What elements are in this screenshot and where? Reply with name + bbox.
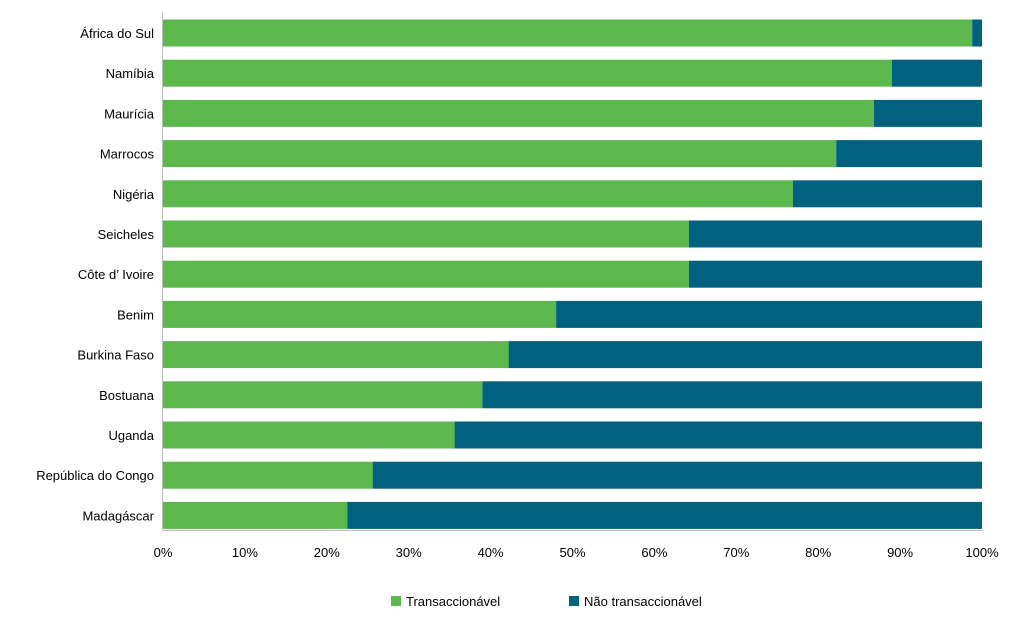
bar-segment-nao-transaccionavel bbox=[482, 381, 982, 409]
category-label: África do Sul bbox=[80, 26, 154, 41]
category-label: Marrocos bbox=[100, 147, 155, 162]
bar-segment-nao-transaccionavel bbox=[792, 180, 982, 208]
category-label: Benim bbox=[117, 307, 154, 322]
x-axis-ticks: 0% 10% 20% 30% 40% 50% 60% 70% 80% 90% 100% bbox=[154, 545, 999, 560]
category-label: República do Congo bbox=[36, 468, 154, 483]
x-tick-label: 70% bbox=[723, 545, 749, 560]
legend-swatch bbox=[569, 596, 579, 606]
bar-segment-transaccionavel bbox=[163, 19, 973, 47]
bar-segment-transaccionavel bbox=[163, 59, 892, 87]
category-label: Namíbia bbox=[106, 66, 155, 81]
category-label: Seicheles bbox=[98, 227, 155, 242]
x-tick-label: 20% bbox=[314, 545, 340, 560]
bar-segment-transaccionavel bbox=[163, 220, 689, 248]
bar-segment-nao-transaccionavel bbox=[508, 341, 982, 369]
x-tick-label: 80% bbox=[805, 545, 831, 560]
bar-segment-nao-transaccionavel bbox=[891, 59, 982, 87]
bar-segment-nao-transaccionavel bbox=[688, 220, 982, 248]
bar-segment-nao-transaccionavel bbox=[454, 421, 983, 449]
bar-segment-transaccionavel bbox=[163, 140, 837, 168]
x-tick-label: 50% bbox=[559, 545, 585, 560]
x-tick-label: 10% bbox=[232, 545, 258, 560]
category-label: Burkina Faso bbox=[77, 348, 154, 363]
x-tick-label: 0% bbox=[154, 545, 173, 560]
category-label: Nigéria bbox=[113, 187, 155, 202]
legend-swatch bbox=[391, 596, 401, 606]
x-tick-label: 90% bbox=[887, 545, 913, 560]
bar-segment-transaccionavel bbox=[163, 421, 455, 449]
legend-label: Transaccionável bbox=[406, 594, 500, 609]
category-label: Madagáscar bbox=[82, 508, 154, 523]
category-label: Uganda bbox=[108, 428, 154, 443]
x-tick-label: 30% bbox=[396, 545, 422, 560]
bar-segment-nao-transaccionavel bbox=[347, 501, 982, 529]
bar-segment-nao-transaccionavel bbox=[556, 300, 982, 328]
category-label: Maurícia bbox=[104, 106, 155, 121]
bar-segment-transaccionavel bbox=[163, 99, 874, 127]
x-tick-label: 100% bbox=[965, 545, 999, 560]
bar-segment-transaccionavel bbox=[163, 180, 793, 208]
bar-segment-nao-transaccionavel bbox=[972, 19, 982, 47]
legend: Transaccionável Não transaccionável bbox=[391, 594, 702, 609]
category-labels: África do Sul Namíbia Maurícia Marrocos Nigé… bbox=[36, 26, 155, 523]
legend-label: Não transaccionável bbox=[584, 594, 702, 609]
x-tick-label: 40% bbox=[478, 545, 504, 560]
bar-segment-transaccionavel bbox=[163, 381, 483, 409]
bar-segment-nao-transaccionavel bbox=[836, 140, 982, 168]
bar-segment-transaccionavel bbox=[163, 260, 689, 288]
bar-segment-transaccionavel bbox=[163, 501, 348, 529]
bar-segment-nao-transaccionavel bbox=[873, 99, 982, 127]
category-label: Côte d’ Ivoire bbox=[78, 267, 154, 282]
bars-group bbox=[163, 19, 983, 529]
x-tick-label: 60% bbox=[641, 545, 667, 560]
category-label: Bostuana bbox=[99, 388, 155, 403]
bar-segment-transaccionavel bbox=[163, 341, 509, 369]
bar-segment-nao-transaccionavel bbox=[688, 260, 982, 288]
bar-segment-transaccionavel bbox=[163, 461, 373, 489]
bar-segment-transaccionavel bbox=[163, 300, 557, 328]
bar-segment-nao-transaccionavel bbox=[372, 461, 982, 489]
